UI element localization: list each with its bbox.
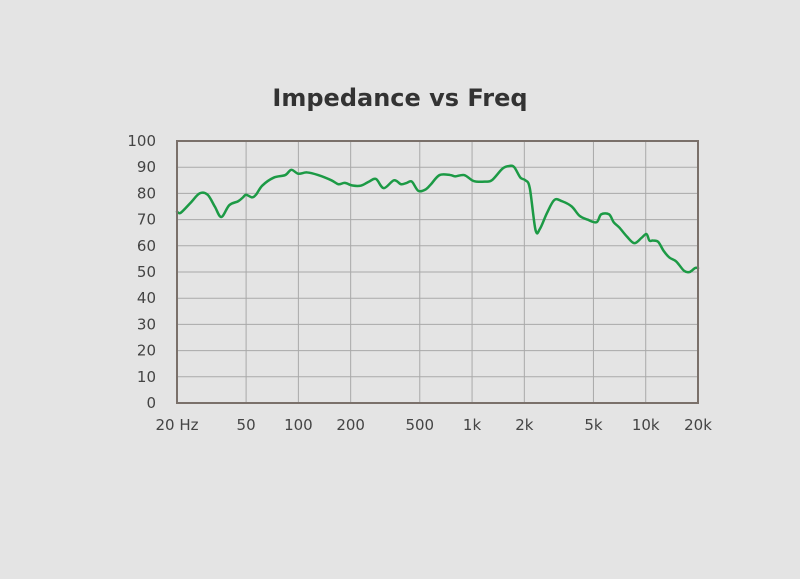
y-tick-label: 50 xyxy=(137,263,156,281)
x-tick-label: 50 xyxy=(237,416,256,434)
y-tick-label: 40 xyxy=(137,289,156,307)
y-tick-label: 10 xyxy=(137,368,156,386)
x-tick-label: 1k xyxy=(463,416,482,434)
x-tick-label: 5k xyxy=(584,416,603,434)
plot-frame xyxy=(176,140,699,404)
y-tick-label: 70 xyxy=(137,211,156,229)
x-tick-label: 2k xyxy=(515,416,534,434)
y-tick-label: 30 xyxy=(137,315,156,333)
y-tick-label: 90 xyxy=(137,158,156,176)
impedance-series-line xyxy=(175,164,700,274)
x-tick-label: 10k xyxy=(632,416,660,434)
y-tick-label: 100 xyxy=(127,132,156,150)
x-tick-label: 20k xyxy=(684,416,712,434)
y-tick-label: 60 xyxy=(137,237,156,255)
chart-title: Impedance vs Freq xyxy=(272,84,528,112)
x-tick-label: 200 xyxy=(336,416,365,434)
x-tick-label: 100 xyxy=(284,416,313,434)
y-tick-label: 0 xyxy=(146,394,156,412)
x-tick-label: 500 xyxy=(405,416,434,434)
y-tick-label: 20 xyxy=(137,342,156,360)
x-tick-label: 20 Hz xyxy=(155,416,198,434)
y-tick-label: 80 xyxy=(137,184,156,202)
